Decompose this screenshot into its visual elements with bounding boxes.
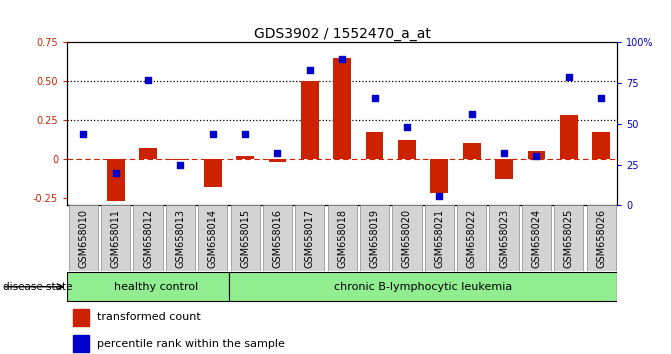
Bar (527, 151, 546, 159)
Bar (236, 156, 254, 159)
Text: GSM658014: GSM658014 (208, 209, 218, 268)
FancyBboxPatch shape (67, 273, 229, 301)
Point (337, 56, 348, 62)
Text: GSM658021: GSM658021 (434, 209, 444, 268)
Bar (107, 159, 125, 201)
Bar (268, 159, 287, 162)
Text: GSM658023: GSM658023 (499, 209, 509, 268)
FancyBboxPatch shape (327, 205, 357, 271)
Point (531, 154, 541, 159)
Text: GSM658015: GSM658015 (240, 209, 250, 268)
Text: transformed count: transformed count (97, 312, 201, 322)
Text: GSM658016: GSM658016 (272, 209, 282, 268)
Point (401, 124, 412, 130)
FancyBboxPatch shape (166, 205, 195, 271)
Text: GSM658022: GSM658022 (466, 209, 476, 268)
Bar (72, 335, 89, 352)
Point (143, 77, 154, 83)
Point (272, 150, 283, 156)
FancyBboxPatch shape (457, 205, 486, 271)
FancyBboxPatch shape (231, 205, 260, 271)
Bar (430, 159, 448, 193)
FancyBboxPatch shape (489, 205, 519, 271)
Bar (204, 159, 221, 187)
Bar (72, 309, 89, 326)
FancyBboxPatch shape (134, 205, 162, 271)
Bar (139, 148, 157, 159)
Point (175, 162, 186, 167)
Point (78, 131, 89, 137)
Point (110, 170, 121, 176)
Point (564, 74, 574, 80)
Text: GSM658025: GSM658025 (564, 209, 574, 268)
Text: GSM658019: GSM658019 (370, 209, 380, 268)
Bar (495, 159, 513, 179)
Point (207, 131, 218, 137)
Point (305, 67, 315, 73)
FancyBboxPatch shape (586, 205, 616, 271)
Point (240, 131, 250, 137)
FancyBboxPatch shape (554, 205, 583, 271)
FancyBboxPatch shape (101, 205, 130, 271)
Point (466, 111, 477, 117)
FancyBboxPatch shape (68, 205, 98, 271)
Text: chronic B-lymphocytic leukemia: chronic B-lymphocytic leukemia (334, 282, 512, 292)
Text: GSM658020: GSM658020 (402, 209, 412, 268)
Point (434, 193, 445, 198)
Text: GSM658018: GSM658018 (338, 209, 347, 268)
FancyBboxPatch shape (198, 205, 227, 271)
Bar (172, 159, 189, 160)
Point (369, 95, 380, 101)
Bar (398, 140, 416, 159)
Bar (560, 115, 578, 159)
FancyBboxPatch shape (229, 273, 617, 301)
Text: GSM658024: GSM658024 (531, 209, 541, 268)
FancyBboxPatch shape (522, 205, 551, 271)
Text: GSM658013: GSM658013 (175, 209, 185, 268)
FancyBboxPatch shape (393, 205, 421, 271)
Bar (463, 143, 480, 159)
Text: GSM658026: GSM658026 (596, 209, 606, 268)
FancyBboxPatch shape (263, 205, 292, 271)
Bar (333, 58, 351, 159)
Text: GSM658017: GSM658017 (305, 209, 315, 268)
Text: disease state: disease state (3, 282, 73, 292)
FancyBboxPatch shape (295, 205, 324, 271)
Bar (301, 81, 319, 159)
Text: healthy control: healthy control (114, 282, 198, 292)
FancyBboxPatch shape (360, 205, 389, 271)
Bar (366, 132, 384, 159)
Bar (592, 132, 610, 159)
Text: GSM658010: GSM658010 (79, 209, 89, 268)
FancyBboxPatch shape (425, 205, 454, 271)
Point (596, 95, 607, 101)
Title: GDS3902 / 1552470_a_at: GDS3902 / 1552470_a_at (254, 28, 431, 41)
Text: percentile rank within the sample: percentile rank within the sample (97, 338, 285, 349)
Point (499, 150, 509, 156)
Text: GSM658012: GSM658012 (143, 209, 153, 268)
Text: GSM658011: GSM658011 (111, 209, 121, 268)
